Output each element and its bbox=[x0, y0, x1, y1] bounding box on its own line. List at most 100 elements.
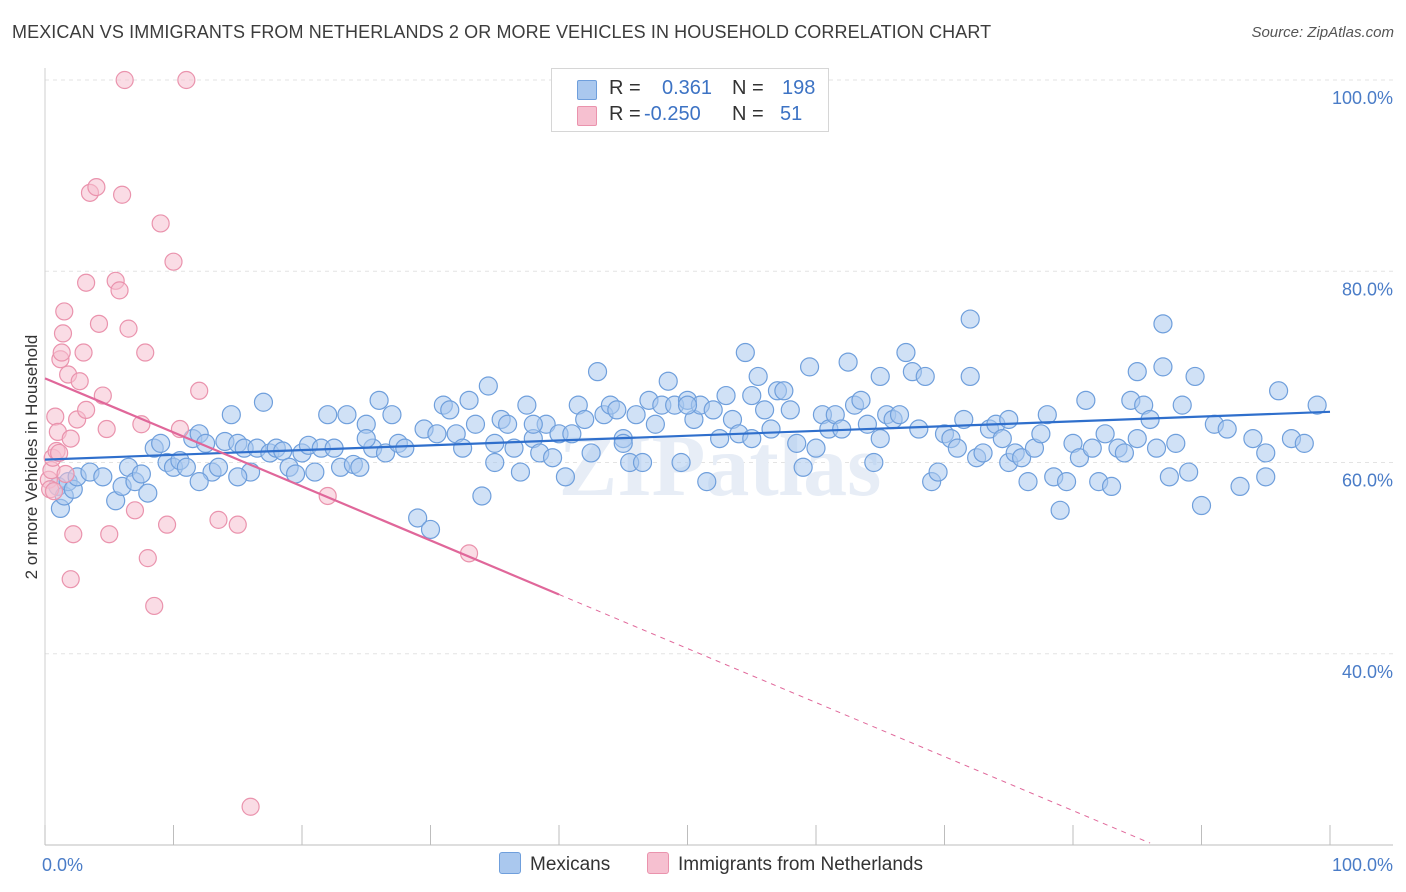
point-netherlands bbox=[70, 372, 89, 391]
point-netherlands bbox=[77, 273, 96, 292]
point-mexicans bbox=[138, 483, 158, 503]
point-mexicans bbox=[870, 366, 890, 387]
point-mexicans bbox=[607, 400, 627, 420]
point-mexicans bbox=[645, 414, 665, 434]
point-mexicans bbox=[228, 467, 248, 487]
point-netherlands bbox=[55, 302, 74, 321]
point-mexicans bbox=[658, 371, 678, 391]
x-tick-label-max: 100.0% bbox=[1332, 855, 1393, 875]
point-mexicans bbox=[208, 457, 229, 477]
point-netherlands bbox=[89, 314, 109, 333]
point-mexicans bbox=[999, 409, 1019, 430]
point-mexicans bbox=[1172, 395, 1192, 415]
point-mexicans bbox=[523, 414, 543, 434]
point-mexicans bbox=[960, 366, 980, 387]
point-mexicans bbox=[710, 428, 730, 449]
point-mexicans bbox=[915, 366, 935, 387]
source-label: Source: ZipAtlas.com bbox=[1251, 24, 1394, 41]
point-mexicans bbox=[838, 352, 858, 372]
legend-n-label: N = bbox=[732, 77, 764, 99]
point-netherlands bbox=[164, 252, 183, 271]
legend-r-value: -0.250 bbox=[644, 103, 701, 125]
point-mexicans bbox=[748, 366, 768, 387]
y-tick-label: 60.0% bbox=[1342, 471, 1393, 491]
point-mexicans bbox=[453, 438, 473, 458]
point-netherlands bbox=[44, 482, 64, 501]
point-mexicans bbox=[1056, 472, 1077, 492]
gridlines bbox=[45, 79, 1393, 655]
point-netherlands bbox=[138, 549, 157, 568]
legend-n-value: 198 bbox=[782, 77, 816, 99]
point-mexicans bbox=[870, 428, 890, 449]
point-mexicans bbox=[632, 452, 653, 473]
point-netherlands bbox=[97, 419, 116, 439]
point-mexicans bbox=[131, 464, 151, 484]
point-netherlands bbox=[190, 381, 209, 400]
point-netherlands bbox=[61, 429, 80, 448]
point-netherlands bbox=[125, 501, 145, 520]
point-netherlands bbox=[112, 185, 132, 204]
legend-swatch-blue bbox=[499, 852, 521, 874]
point-mexicans bbox=[1146, 438, 1167, 458]
point-mexicans bbox=[1185, 366, 1205, 387]
point-mexicans bbox=[1101, 476, 1122, 497]
point-mexicans bbox=[1166, 433, 1186, 453]
point-mexicans bbox=[369, 390, 389, 410]
point-mexicans bbox=[221, 405, 241, 425]
point-mexicans bbox=[1256, 467, 1276, 487]
point-mexicans bbox=[587, 362, 608, 382]
point-mexicans bbox=[575, 409, 595, 430]
point-mexicans bbox=[1114, 443, 1135, 463]
point-mexicans bbox=[774, 381, 794, 401]
point-mexicans bbox=[1256, 443, 1276, 463]
point-mexicans bbox=[1050, 500, 1070, 520]
point-mexicans bbox=[787, 433, 807, 453]
x-tick-label-min: 0.0% bbox=[42, 855, 83, 875]
legend-n-value: 51 bbox=[780, 103, 803, 125]
point-mexicans bbox=[305, 462, 325, 482]
point-mexicans bbox=[253, 392, 274, 412]
point-mexicans bbox=[973, 443, 993, 463]
point-mexicans bbox=[1082, 438, 1102, 458]
point-mexicans bbox=[697, 472, 717, 492]
point-mexicans bbox=[909, 419, 929, 439]
point-mexicans bbox=[510, 462, 531, 482]
point-mexicans bbox=[375, 443, 396, 463]
point-mexicans bbox=[864, 452, 884, 473]
point-mexicans bbox=[318, 405, 338, 425]
point-netherlands bbox=[56, 464, 75, 484]
point-mexicans bbox=[1076, 390, 1096, 410]
point-mexicans bbox=[1268, 381, 1289, 401]
point-mexicans bbox=[1095, 424, 1115, 444]
point-mexicans bbox=[896, 342, 916, 363]
legend-box: R = 0.361 N = 198 R = -0.250 N = 51 bbox=[551, 68, 829, 132]
point-mexicans bbox=[420, 519, 441, 540]
legend-r-label: R = bbox=[609, 77, 641, 99]
point-netherlands bbox=[53, 324, 73, 343]
point-mexicans bbox=[889, 405, 910, 425]
point-mexicans bbox=[1031, 424, 1051, 444]
point-mexicans bbox=[780, 400, 800, 420]
point-netherlands bbox=[136, 343, 155, 362]
point-mexicans bbox=[703, 400, 723, 420]
point-netherlands bbox=[74, 343, 93, 362]
y-tick-label: 80.0% bbox=[1342, 279, 1393, 299]
point-mexicans bbox=[1037, 405, 1057, 425]
point-netherlands bbox=[157, 515, 177, 534]
point-mexicans bbox=[1243, 428, 1263, 449]
y-axis-label: 2 or more Vehicles in Household bbox=[22, 335, 41, 580]
point-mexicans bbox=[478, 376, 498, 396]
point-netherlands bbox=[241, 797, 260, 816]
point-mexicans bbox=[1153, 314, 1173, 334]
point-mexicans bbox=[1191, 495, 1212, 516]
point-mexicans bbox=[555, 467, 576, 487]
point-mexicans bbox=[562, 424, 582, 444]
point-mexicans bbox=[1018, 472, 1038, 492]
point-mexicans bbox=[742, 385, 762, 406]
point-mexicans bbox=[1153, 357, 1173, 377]
point-mexicans bbox=[1307, 395, 1327, 415]
point-mexicans bbox=[337, 405, 357, 425]
point-mexicans bbox=[1230, 476, 1250, 497]
point-mexicans bbox=[761, 419, 781, 439]
point-netherlands bbox=[151, 214, 170, 233]
